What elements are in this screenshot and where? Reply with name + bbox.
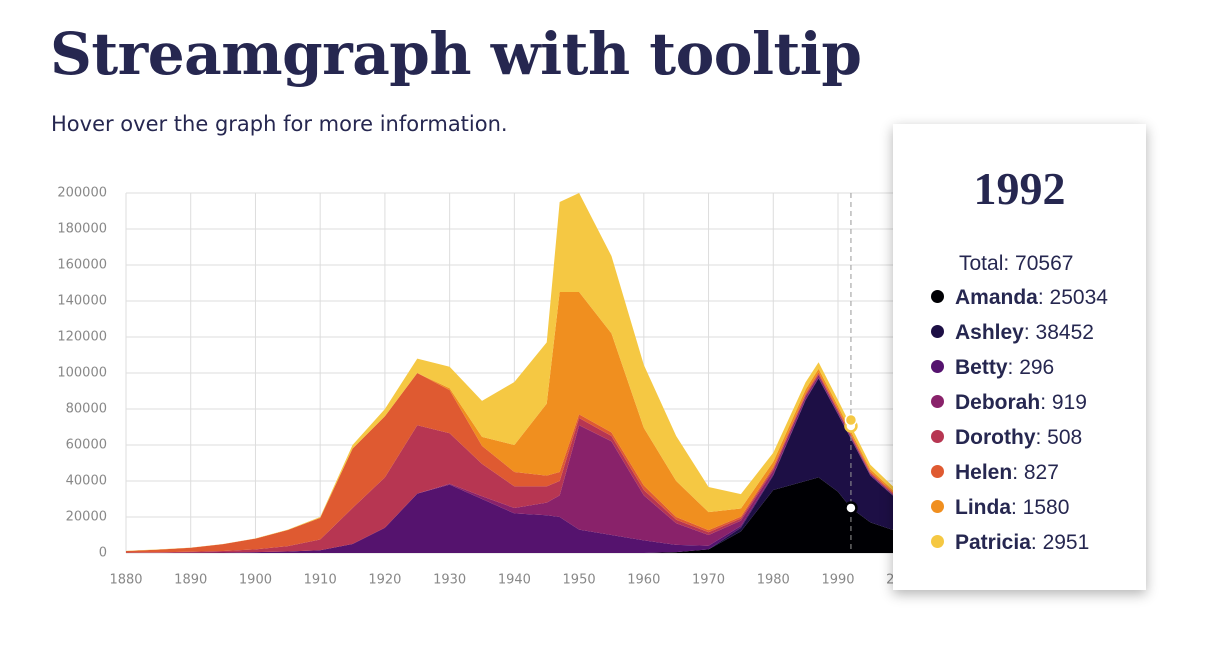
series-name: Patricia (955, 531, 1031, 554)
legend-dot (931, 535, 944, 548)
y-tick-label: 0 (99, 546, 107, 561)
y-tick-label: 20000 (66, 510, 107, 525)
y-tick-label: 40000 (66, 474, 107, 489)
series-value: 508 (1047, 426, 1083, 449)
series-name: Amanda (955, 286, 1038, 309)
legend-dot (931, 325, 944, 338)
y-tick-label: 80000 (66, 402, 107, 417)
x-tick-label: 1880 (109, 573, 142, 588)
legend-dot (931, 290, 944, 303)
series-name: Ashley (955, 321, 1024, 344)
tooltip-row: Helen: 827 (931, 461, 1059, 485)
x-tick-label: 1950 (563, 573, 596, 588)
subtitle: Hover over the graph for more informatio… (51, 112, 508, 136)
x-tick-label: 1980 (757, 573, 790, 588)
area (126, 375, 1000, 553)
tooltip-row: Amanda: 25034 (931, 286, 1108, 310)
y-tick-label: 180000 (57, 222, 107, 237)
total-label: Total (959, 252, 1004, 275)
legend-dot (931, 395, 944, 408)
y-tick-label: 200000 (57, 186, 107, 201)
y-tick-label: 120000 (57, 330, 107, 345)
series-name: Linda (955, 496, 1011, 519)
y-tick-label: 140000 (57, 294, 107, 309)
legend-dot (931, 430, 944, 443)
y-tick-label: 100000 (57, 366, 107, 381)
series-name: Betty (955, 356, 1008, 379)
series-value: 1580 (1022, 496, 1070, 519)
tooltip-row: Patricia: 2951 (931, 531, 1089, 555)
tooltip-row: Betty: 296 (931, 356, 1054, 380)
tooltip-year: 1992 (973, 163, 1066, 214)
series-value: 827 (1023, 461, 1059, 484)
x-tick-label: 1920 (368, 573, 401, 588)
x-tick-label: 1890 (174, 573, 207, 588)
series-value: 296 (1019, 356, 1055, 379)
area (126, 193, 1000, 552)
x-tick-label: 1970 (692, 573, 725, 588)
area (126, 292, 1000, 552)
tooltip: 1992 Total: 70567 Amanda: 25034 Ashley: 3… (893, 124, 1146, 590)
x-tick-label: 1960 (627, 573, 660, 588)
x-tick-label: 1910 (304, 573, 337, 588)
x-tick-label: 1990 (821, 573, 854, 588)
area (126, 477, 1000, 553)
tooltip-row: Dorothy: 508 (931, 426, 1082, 450)
total-value: 70567 (1015, 252, 1074, 275)
series-name: Dorothy (955, 426, 1036, 449)
series-name: Deborah (955, 391, 1041, 414)
x-tick-label: 1930 (433, 573, 466, 588)
tooltip-row: Linda: 1580 (931, 496, 1069, 520)
tooltip-row: Ashley: 38452 (931, 321, 1094, 345)
hover-dot (844, 413, 858, 427)
title: Streamgraph with tooltip (50, 20, 862, 88)
hover-dot (844, 501, 858, 515)
y-tick-label: 60000 (66, 438, 107, 453)
x-tick-label: 1900 (239, 573, 272, 588)
legend-dot (931, 500, 944, 513)
tooltip-row: Deborah: 919 (931, 391, 1087, 415)
tooltip-total: Total: 70567 (959, 252, 1074, 275)
series-value: 2951 (1042, 531, 1090, 554)
legend-dot (931, 465, 944, 478)
series-value: 919 (1051, 391, 1087, 414)
legend-dot (931, 360, 944, 373)
series-value: 38452 (1035, 321, 1094, 344)
y-tick-label: 160000 (57, 258, 107, 273)
series-value: 25034 (1049, 286, 1108, 309)
area (126, 372, 1000, 553)
x-tick-label: 1940 (498, 573, 531, 588)
series-name: Helen (955, 461, 1013, 484)
